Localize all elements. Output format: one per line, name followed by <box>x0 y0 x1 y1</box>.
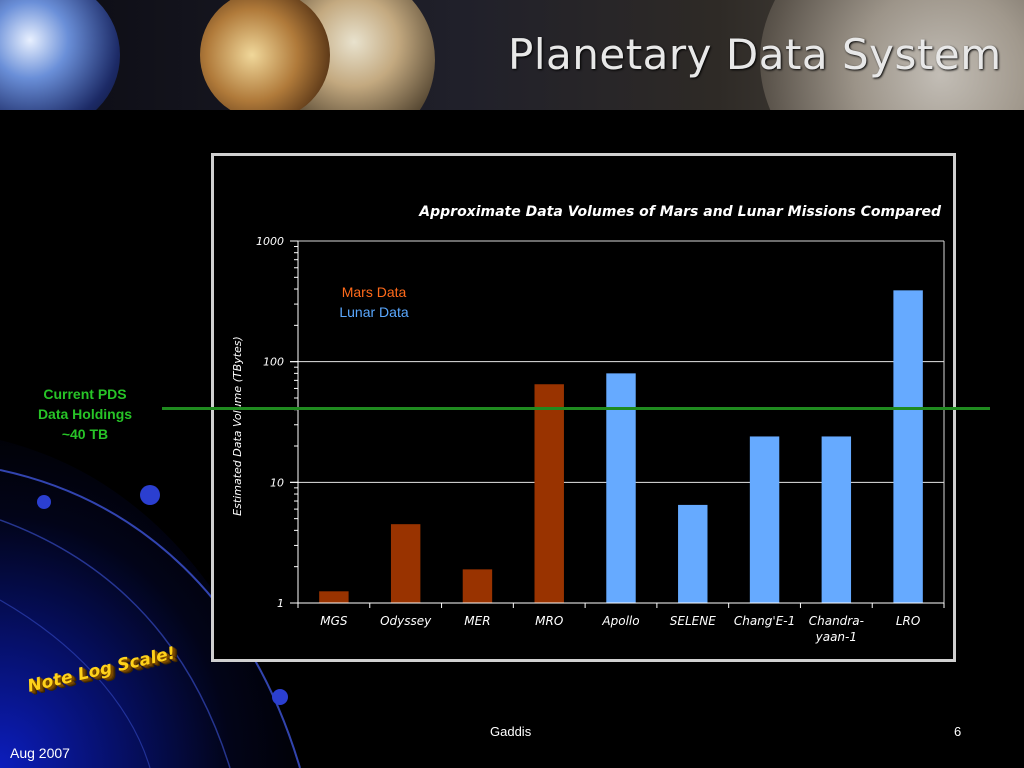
bar-mro <box>534 384 564 603</box>
y-tick-label: 1 <box>277 597 284 610</box>
pds-holdings-line <box>162 407 990 410</box>
legend-lunar: Lunar Data <box>339 304 408 320</box>
planet-image <box>200 0 330 110</box>
x-tick-label: LRO <box>896 614 920 628</box>
banner-title: Planetary Data System <box>508 30 1002 79</box>
x-tick-label: Odyssey <box>380 614 432 628</box>
bar-selene <box>678 504 708 603</box>
bar-apollo <box>606 373 636 603</box>
y-tick-label: 100 <box>263 356 284 369</box>
y-tick-label: 10 <box>270 476 284 489</box>
x-tick-label: Chang'E-1 <box>734 614 795 628</box>
bar-mgs <box>319 591 349 603</box>
log-scale-note: Note Log Scale! <box>25 643 178 697</box>
legend-mars: Mars Data <box>342 284 407 300</box>
page-number: 6 <box>954 724 962 739</box>
x-tick-label: MGS <box>320 614 348 628</box>
bar-lro <box>893 290 923 603</box>
bar-chandra-yaan-1 <box>821 436 852 603</box>
x-tick-label: MER <box>464 614 490 628</box>
planet-image <box>0 0 120 110</box>
chart-title: Approximate Data Volumes of Mars and Lun… <box>418 204 942 220</box>
header-banner: Planetary Data System <box>0 0 1024 110</box>
planet-image <box>760 0 1024 110</box>
bar-odyssey <box>390 524 421 603</box>
x-tick-label: Apollo <box>601 614 639 628</box>
bar-chart: Approximate Data Volumes of Mars and Lun… <box>231 204 945 644</box>
footer-author: Gaddis <box>490 724 532 739</box>
x-tick-label: Chandra-yaan-1 <box>809 614 864 644</box>
y-tick-label: 1000 <box>256 235 284 248</box>
bar-mer <box>462 569 493 603</box>
x-tick-label: MRO <box>535 614 563 628</box>
x-tick-label: SELENE <box>670 614 716 628</box>
bar-chang-e-1 <box>749 436 780 603</box>
pds-holdings-label: Current PDS Data Holdings ~40 TB <box>37 386 133 442</box>
footer-date: Aug 2007 <box>10 745 70 761</box>
y-axis-label: Estimated Data Volume (TBytes) <box>231 336 244 516</box>
